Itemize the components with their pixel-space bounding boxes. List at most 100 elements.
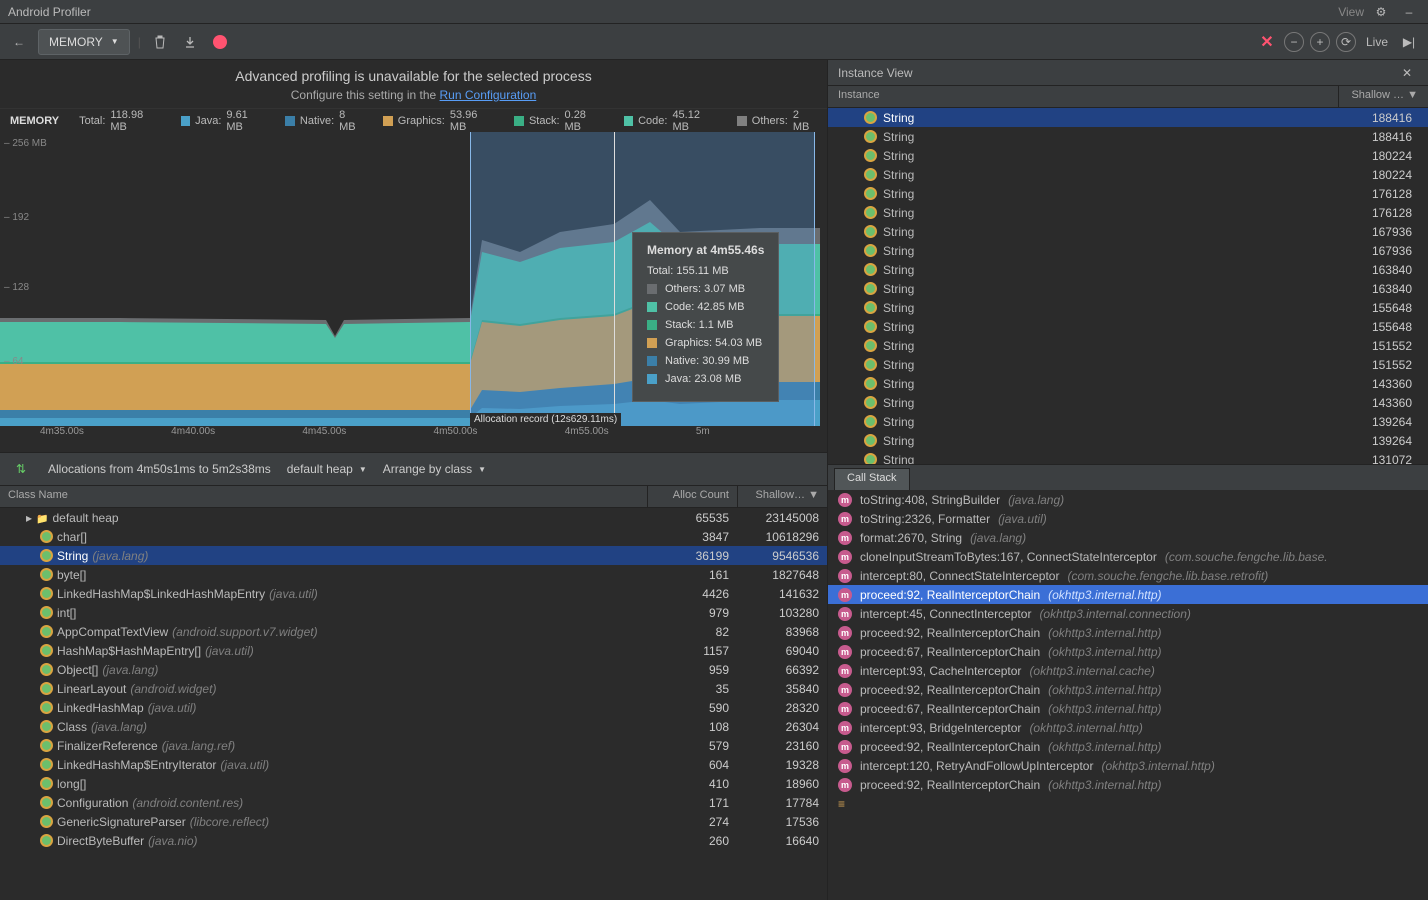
callstack-row[interactable]: mintercept:45, ConnectInterceptor (okhtt… xyxy=(828,604,1428,623)
table-row[interactable]: byte[] 1611827648 xyxy=(0,565,827,584)
table-row[interactable]: AppCompatTextView (android.support.v7.wi… xyxy=(0,622,827,641)
instance-row[interactable]: String139264 xyxy=(828,431,1428,450)
heap-dropdown[interactable]: default heap ▼ xyxy=(287,462,367,476)
zoom-out-button[interactable]: − xyxy=(1284,32,1304,52)
table-row[interactable]: Configuration (android.content.res)17117… xyxy=(0,793,827,812)
others-label: Others: xyxy=(752,115,788,127)
allocations-bar: ⇅ Allocations from 4m50s1ms to 5m2s38ms … xyxy=(0,452,827,486)
table-row[interactable]: LinkedHashMap$LinkedHashMapEntry (java.u… xyxy=(0,584,827,603)
callstack-row[interactable]: mtoString:2326, Formatter (java.util) xyxy=(828,509,1428,528)
callstack-row[interactable]: mproceed:92, RealInterceptorChain (okhtt… xyxy=(828,585,1428,604)
instance-row[interactable]: String167936 xyxy=(828,222,1428,241)
callstack-row[interactable]: mcloneInputStreamToBytes:167, ConnectSta… xyxy=(828,547,1428,566)
class-icon xyxy=(864,168,877,181)
instance-row[interactable]: String176128 xyxy=(828,203,1428,222)
instance-row[interactable]: String180224 xyxy=(828,165,1428,184)
instance-row[interactable]: String131072 xyxy=(828,450,1428,464)
instance-row[interactable]: String143360 xyxy=(828,374,1428,393)
table-row[interactable]: HashMap$HashMapEntry[] (java.util)115769… xyxy=(0,641,827,660)
callstack-row[interactable]: mtoString:408, StringBuilder (java.lang) xyxy=(828,490,1428,509)
instance-row[interactable]: String180224 xyxy=(828,146,1428,165)
arrange-dropdown[interactable]: Arrange by class ▼ xyxy=(383,462,486,476)
record-button[interactable] xyxy=(209,31,231,53)
allocation-record-label: Allocation record (12s629.11ms) xyxy=(470,413,621,426)
table-row[interactable]: int[] 979103280 xyxy=(0,603,827,622)
export-icon[interactable] xyxy=(179,31,201,53)
callstack-row[interactable]: mformat:2670, String (java.lang) xyxy=(828,528,1428,547)
memory-pane: Advanced profiling is unavailable for th… xyxy=(0,60,828,900)
instance-row[interactable]: String143360 xyxy=(828,393,1428,412)
table-row[interactable]: long[] 41018960 xyxy=(0,774,827,793)
callstack-tabrow: Call Stack xyxy=(828,464,1428,490)
class-icon xyxy=(40,739,53,752)
ih-shallow[interactable]: Shallow … ▼ xyxy=(1338,86,1428,107)
instance-row[interactable]: String155648 xyxy=(828,317,1428,336)
table-row[interactable]: LinearLayout (android.widget)3535840 xyxy=(0,679,827,698)
method-icon: m xyxy=(838,626,852,640)
thread-icon: ≡ xyxy=(838,797,845,811)
instance-row[interactable]: String155648 xyxy=(828,298,1428,317)
th-classname[interactable]: Class Name xyxy=(0,486,647,507)
alloc-table[interactable]: ▸ default heap6553523145008char[] 384710… xyxy=(0,508,827,900)
instance-row[interactable]: String163840 xyxy=(828,260,1428,279)
swap-icon[interactable]: ⇅ xyxy=(10,458,32,480)
instance-row[interactable]: String163840 xyxy=(828,279,1428,298)
callstack-row[interactable]: mintercept:93, CacheInterceptor (okhttp3… xyxy=(828,661,1428,680)
th-shallow[interactable]: Shallow… ▼ xyxy=(737,486,827,507)
callstack-row[interactable]: mintercept:93, BridgeInterceptor (okhttp… xyxy=(828,718,1428,737)
callstack-row[interactable]: mproceed:67, RealInterceptorChain (okhtt… xyxy=(828,699,1428,718)
callstack-row[interactable]: mproceed:92, RealInterceptorChain (okhtt… xyxy=(828,623,1428,642)
callstack-row[interactable]: mintercept:120, RetryAndFollowUpIntercep… xyxy=(828,756,1428,775)
callstack-row[interactable]: mproceed:92, RealInterceptorChain (okhtt… xyxy=(828,680,1428,699)
table-row-root[interactable]: ▸ default heap6553523145008 xyxy=(0,508,827,527)
instance-row[interactable]: String151552 xyxy=(828,336,1428,355)
java-value: 9.61 MB xyxy=(226,109,265,133)
th-alloc-count[interactable]: Alloc Count xyxy=(647,486,737,507)
callstack-row[interactable]: mintercept:80, ConnectStateInterceptor (… xyxy=(828,566,1428,585)
instance-row[interactable]: String188416 xyxy=(828,108,1428,127)
callstack-row[interactable]: mproceed:67, RealInterceptorChain (okhtt… xyxy=(828,642,1428,661)
instance-list[interactable]: String188416String188416String180224Stri… xyxy=(828,108,1428,464)
profiler-dropdown[interactable]: MEMORY ▼ xyxy=(38,29,130,55)
instance-row[interactable]: String176128 xyxy=(828,184,1428,203)
table-row[interactable]: LinkedHashMap$EntryIterator (java.util)6… xyxy=(0,755,827,774)
instance-header: Instance Shallow … ▼ xyxy=(828,86,1428,108)
table-row[interactable]: String (java.lang)361999546536 xyxy=(0,546,827,565)
close-panel-icon[interactable]: ✕ xyxy=(1396,62,1418,84)
table-row[interactable]: Class (java.lang)10826304 xyxy=(0,717,827,736)
zoom-in-button[interactable]: + xyxy=(1310,32,1330,52)
class-icon xyxy=(40,625,53,638)
view-label[interactable]: View xyxy=(1338,5,1364,19)
class-icon xyxy=(40,549,53,562)
callstack-row[interactable]: ≡ xyxy=(828,794,1428,813)
table-row[interactable]: Object[] (java.lang)95966392 xyxy=(0,660,827,679)
close-icon[interactable]: ✕ xyxy=(1256,31,1278,53)
method-icon: m xyxy=(838,740,852,754)
ih-instance[interactable]: Instance xyxy=(828,86,1338,107)
instance-row[interactable]: String167936 xyxy=(828,241,1428,260)
table-row[interactable]: char[] 384710618296 xyxy=(0,527,827,546)
table-row[interactable]: DirectByteBuffer (java.nio)26016640 xyxy=(0,831,827,850)
instance-row[interactable]: String188416 xyxy=(828,127,1428,146)
goto-live-button[interactable]: ▶| xyxy=(1398,31,1420,53)
gear-icon[interactable]: ⚙ xyxy=(1370,1,1392,23)
instance-row[interactable]: String139264 xyxy=(828,412,1428,431)
table-row[interactable]: FinalizerReference (java.lang.ref)579231… xyxy=(0,736,827,755)
tooltip-row: Stack: 1.1 MB xyxy=(647,319,764,331)
table-row[interactable]: LinkedHashMap (java.util)59028320 xyxy=(0,698,827,717)
tab-callstack[interactable]: Call Stack xyxy=(834,468,910,490)
callstack-row[interactable]: mproceed:92, RealInterceptorChain (okhtt… xyxy=(828,775,1428,794)
memory-chart[interactable]: – 256 MB– 192– 128– 64 Allocation record… xyxy=(0,132,827,452)
minimize-icon[interactable]: – xyxy=(1398,1,1420,23)
callstack-list[interactable]: mtoString:408, StringBuilder (java.lang)… xyxy=(828,490,1428,900)
trash-icon[interactable] xyxy=(149,31,171,53)
instance-row[interactable]: String151552 xyxy=(828,355,1428,374)
zoom-reset-button[interactable]: ⟳ xyxy=(1336,32,1356,52)
run-config-link[interactable]: Run Configuration xyxy=(440,88,537,102)
chevron-down-icon: ▼ xyxy=(111,37,119,46)
callstack-row[interactable]: mproceed:92, RealInterceptorChain (okhtt… xyxy=(828,737,1428,756)
class-icon xyxy=(40,796,53,809)
back-button[interactable]: ← xyxy=(8,31,30,53)
table-row[interactable]: GenericSignatureParser (libcore.reflect)… xyxy=(0,812,827,831)
class-icon xyxy=(864,263,877,276)
